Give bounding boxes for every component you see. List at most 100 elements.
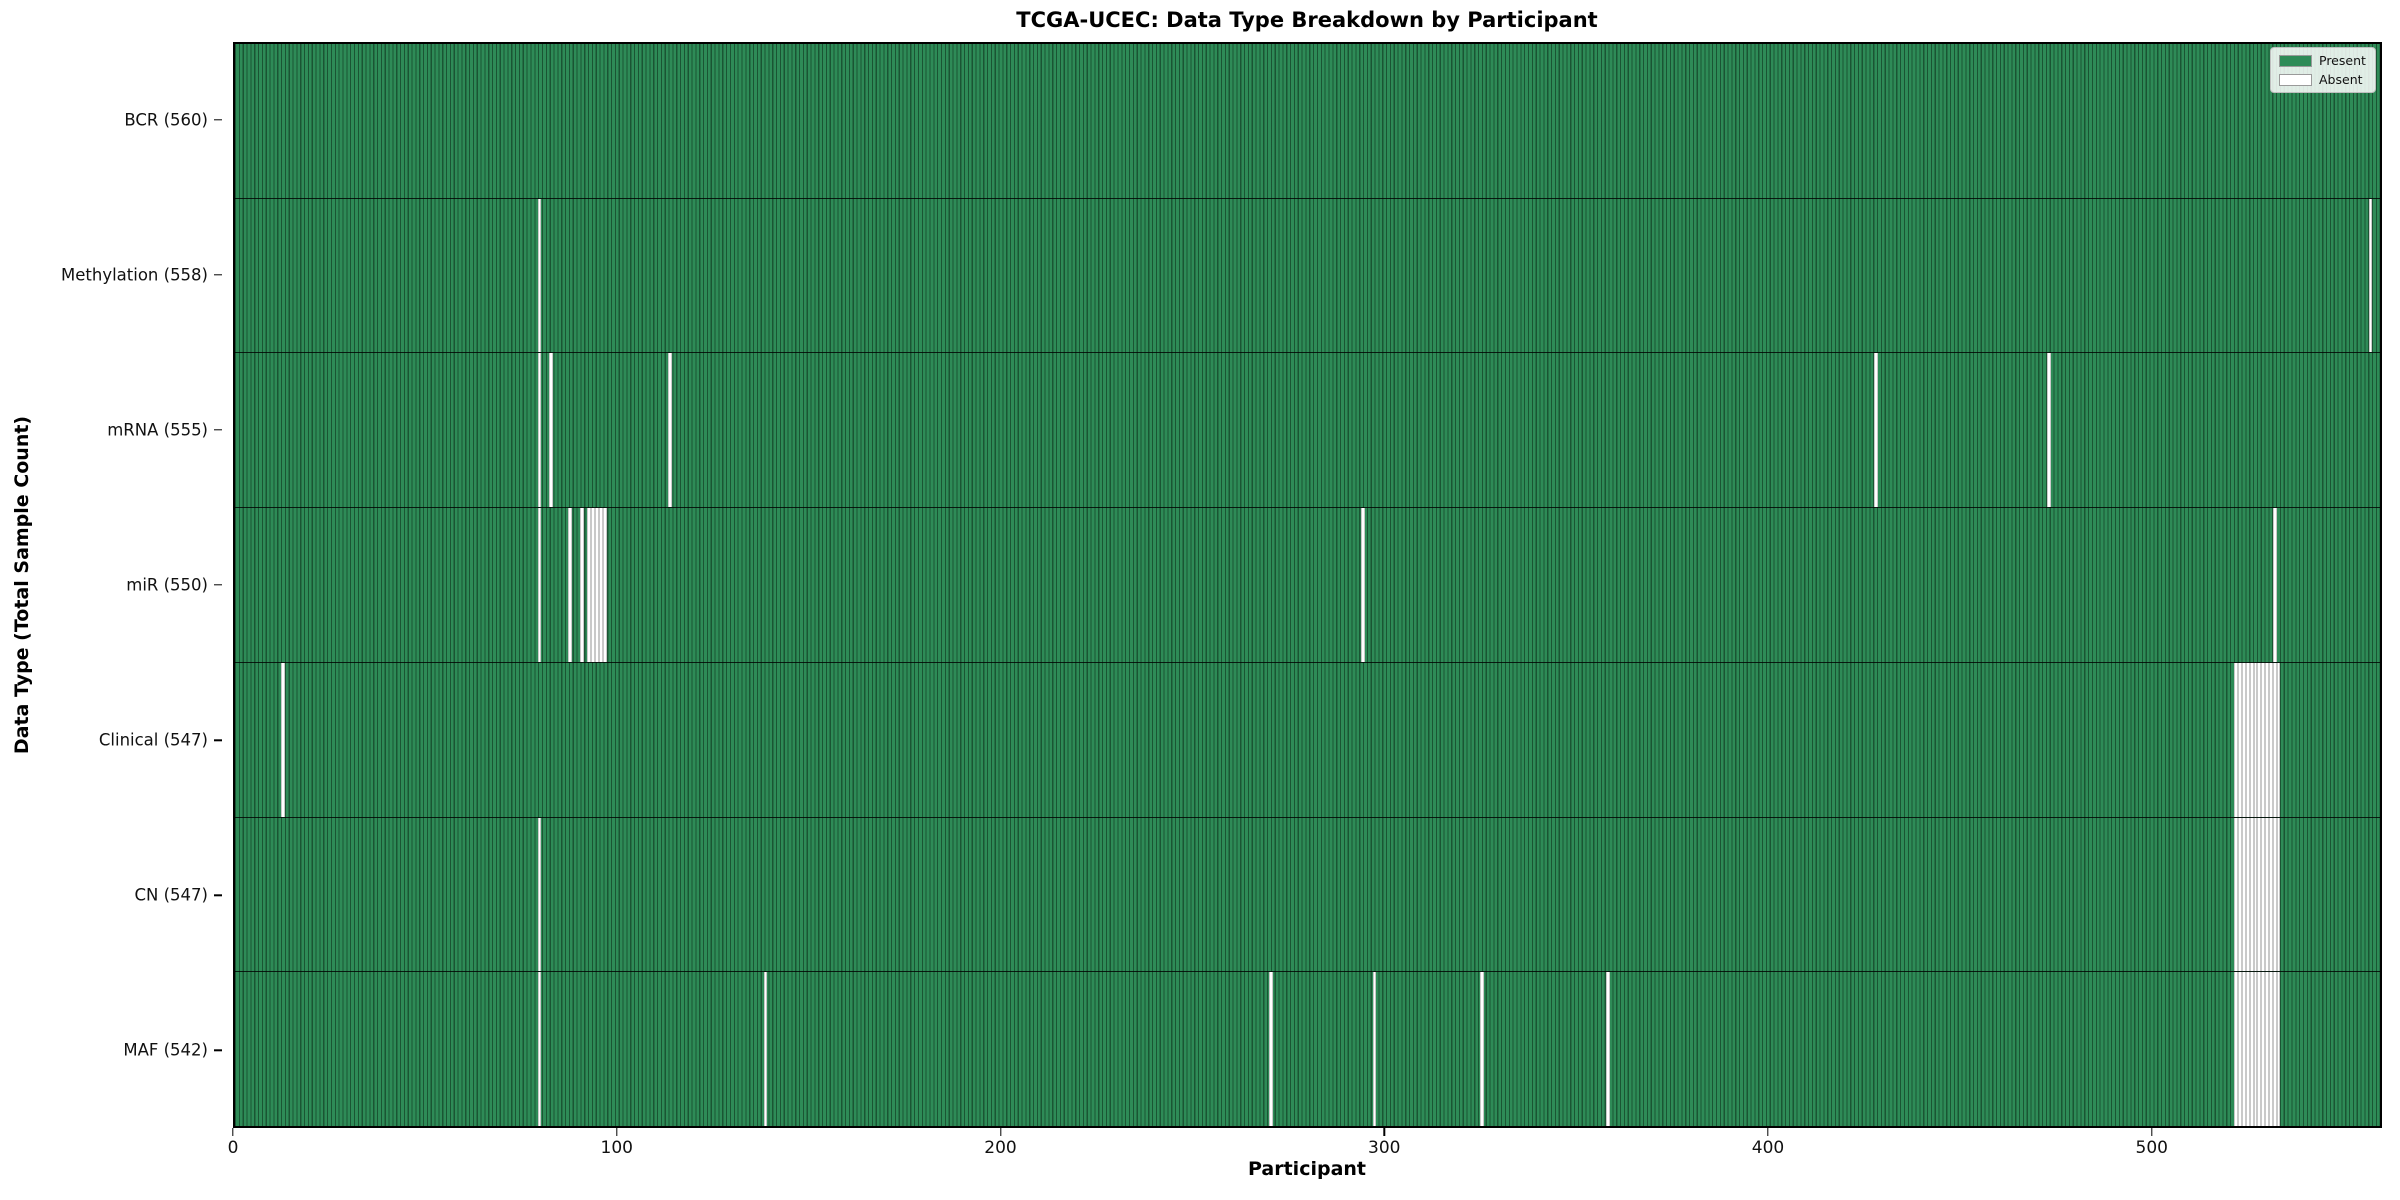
absent-gap — [591, 508, 596, 662]
absent-gap — [2265, 972, 2269, 1127]
absent-gap — [2257, 972, 2262, 1127]
x-axis-title: Participant — [1247, 1158, 1367, 1180]
y-tick-label: MAF (542) — [123, 1040, 208, 1060]
absent-gap — [549, 353, 553, 508]
absent-gap — [2238, 972, 2243, 1127]
absent-gap — [2272, 662, 2277, 817]
legend-patch-present — [2279, 54, 2312, 67]
absent-gap — [537, 508, 542, 662]
absent-gap — [2253, 662, 2258, 817]
absent-gap — [2265, 817, 2269, 972]
absent-gap — [595, 508, 599, 662]
absent-gap — [2268, 972, 2273, 1127]
absent-gap — [2249, 817, 2254, 972]
absent-gap — [1372, 972, 1377, 1127]
x-tick-mark — [616, 1128, 618, 1136]
y-tick-mark — [214, 894, 222, 896]
absent-gap — [2238, 817, 2243, 972]
absent-gap — [2276, 972, 2281, 1127]
x-tick-label: 100 — [600, 1138, 633, 1158]
absent-gap — [667, 353, 672, 508]
absent-gap — [2245, 817, 2250, 972]
absent-gap — [587, 508, 592, 662]
absent-gap — [537, 817, 542, 972]
y-tick-mark — [214, 274, 222, 276]
heatmap-row-methylation — [235, 197, 2380, 353]
absent-gap — [2245, 662, 2250, 817]
absent-gap — [1479, 972, 1484, 1127]
absent-gap — [2242, 662, 2246, 817]
absent-gap — [2253, 972, 2258, 1127]
y-tick-mark — [214, 118, 222, 121]
x-tick-mark — [1383, 1128, 1385, 1136]
y-tick-mark — [214, 429, 222, 431]
absent-gap — [2268, 817, 2273, 972]
x-tick-label: 0 — [227, 1138, 239, 1158]
y-tick-labels: BCR (560) Methylation (558) mRNA (555) miR … — [0, 42, 222, 1128]
y-tick-label: miR (550) — [126, 575, 208, 595]
chart-title: TCGA-UCEC: Data Type Breakdown by Partic… — [1016, 8, 1598, 32]
y-tick-mark — [214, 1049, 222, 1052]
heatmap-row-cn — [235, 816, 2380, 972]
x-tick-label: 400 — [1751, 1138, 1785, 1158]
absent-gap — [579, 508, 584, 662]
absent-gap — [2234, 817, 2239, 972]
y-tick-label: Clinical (547) — [98, 730, 208, 750]
absent-gap — [2245, 972, 2250, 1127]
absent-gap — [1361, 508, 1365, 662]
x-tick-label: 300 — [1368, 1138, 1401, 1158]
heatmap-row-maf — [235, 971, 2380, 1127]
absent-gap — [2257, 817, 2262, 972]
legend: Present Absent — [2270, 47, 2376, 93]
absent-gap — [537, 972, 542, 1127]
x-tick-label: 200 — [984, 1138, 1017, 1158]
absent-gap — [2261, 972, 2266, 1127]
absent-gap — [1874, 353, 1879, 508]
y-tick-mark — [214, 584, 222, 586]
absent-gap — [2268, 662, 2273, 817]
absent-gap — [2261, 662, 2266, 817]
absent-gap — [2234, 662, 2239, 817]
absent-gap — [602, 508, 607, 662]
absent-gap — [537, 353, 542, 508]
y-tick-label: CN (547) — [134, 885, 208, 905]
legend-entry: Absent — [2279, 72, 2367, 87]
absent-gap — [2249, 662, 2254, 817]
absent-gap — [2272, 972, 2277, 1127]
absent-gap — [2242, 817, 2246, 972]
absent-gap — [568, 508, 573, 662]
heatmap-row-mir — [235, 507, 2380, 662]
legend-label: Absent — [2319, 72, 2363, 87]
absent-gap — [2276, 817, 2281, 972]
absent-gap — [1269, 972, 1274, 1127]
x-tick-mark — [999, 1128, 1002, 1136]
y-tick-label: BCR (560) — [124, 110, 208, 130]
legend-entry: Present — [2279, 53, 2367, 68]
heatmap-row-clinical — [235, 661, 2380, 817]
absent-gap — [1606, 972, 1611, 1127]
absent-gap — [2238, 662, 2243, 817]
heatmap-row-mrna — [235, 352, 2380, 508]
absent-gap — [763, 972, 768, 1127]
absent-gap — [2272, 817, 2277, 972]
x-tick-label: 500 — [2135, 1138, 2168, 1158]
absent-gap — [2261, 817, 2266, 972]
absent-gap — [2276, 662, 2281, 817]
legend-patch-absent — [2279, 73, 2312, 86]
absent-gap — [2046, 353, 2051, 508]
plot-area — [233, 42, 2382, 1128]
y-tick-label: Methylation (558) — [61, 265, 208, 285]
heatmap-row-bcr — [235, 44, 2380, 198]
absent-gap — [2234, 972, 2239, 1127]
legend-label: Present — [2319, 53, 2366, 68]
absent-gap — [2272, 508, 2277, 662]
absent-gap — [2265, 662, 2269, 817]
x-axis: 0 100 200 300 400 500 — [228, 1128, 2382, 1168]
absent-gap — [598, 508, 603, 662]
absent-gap — [2257, 662, 2262, 817]
x-tick-mark — [2151, 1128, 2153, 1136]
x-tick-mark — [1767, 1128, 1769, 1136]
absent-gap — [2249, 972, 2254, 1127]
absent-gap — [2368, 198, 2373, 353]
